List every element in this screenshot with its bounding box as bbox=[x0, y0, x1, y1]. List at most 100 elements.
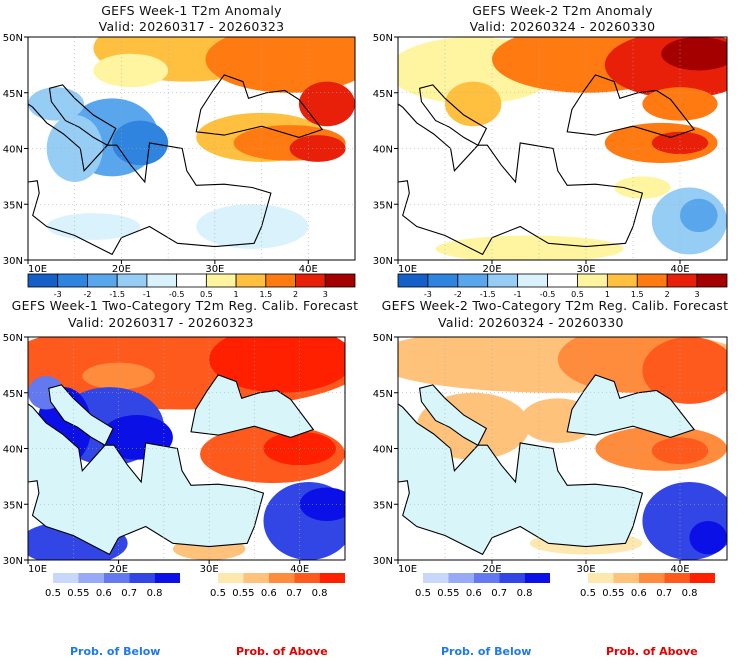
colorbar-swatch bbox=[319, 573, 345, 583]
colorbar-label: -2 bbox=[83, 290, 91, 299]
lat-tick-label: 50N bbox=[373, 333, 393, 344]
coastline bbox=[48, 84, 117, 146]
lat-tick-label: 30N bbox=[3, 556, 23, 567]
prob-below-label-2: Prob. of Below bbox=[441, 645, 532, 658]
colorbar-swatch bbox=[517, 273, 548, 288]
lon-tick-label: 10E bbox=[28, 564, 47, 575]
colorbar-swatch bbox=[116, 273, 148, 288]
lat-tick-label: 30N bbox=[373, 556, 393, 567]
lat-tick-label: 45N bbox=[3, 389, 23, 400]
colorbar-label: 0.8 bbox=[147, 588, 163, 599]
colorbar-swatch bbox=[638, 573, 665, 583]
anomaly-region bbox=[435, 235, 624, 260]
colorbar-swatch bbox=[294, 573, 320, 583]
colorbar-label: 0.6 bbox=[96, 588, 112, 599]
anomaly-region bbox=[651, 131, 709, 155]
colorbar-label: -2 bbox=[454, 290, 462, 299]
colorbar-label: 0.7 bbox=[491, 588, 507, 599]
lon-tick-label: 30E bbox=[205, 264, 224, 275]
colorbar-swatch bbox=[577, 273, 608, 288]
colorbar-label: -0.5 bbox=[169, 290, 185, 299]
colorbar-label: -1.5 bbox=[480, 290, 496, 299]
colorbar-swatch bbox=[176, 273, 207, 288]
lon-tick-label: 10E bbox=[28, 264, 47, 275]
lon-tick-label: 10E bbox=[398, 264, 417, 275]
colorbar-label: 0.55 bbox=[67, 588, 89, 599]
colorbar-label: 0.8 bbox=[312, 588, 328, 599]
anomaly-region bbox=[651, 437, 709, 465]
coastline bbox=[48, 384, 114, 446]
colorbar-label: 0.55 bbox=[437, 588, 459, 599]
colorbar-label: -1.5 bbox=[109, 290, 125, 299]
colorbar-label: 0.7 bbox=[121, 588, 137, 599]
anomaly-region bbox=[28, 87, 85, 121]
lat-tick-label: 45N bbox=[373, 89, 393, 100]
colorbar-swatch bbox=[268, 573, 295, 583]
map-panel-1: 10E 20E 30E 40E 50N 45N 40N 35N 30N bbox=[3, 33, 356, 275]
colorbar-swatch bbox=[448, 573, 474, 583]
anomaly-region bbox=[680, 198, 718, 233]
map-panel-2: 10E 20E 30E 40E 50N 45N 40N 35N 30N bbox=[373, 33, 728, 275]
anomaly-region bbox=[112, 120, 169, 166]
panel-1-title: GEFS Week-1 T2m Anomaly bbox=[101, 3, 282, 18]
colorbar-label: 0.8 bbox=[517, 588, 533, 599]
colorbar-label: 2 bbox=[665, 290, 670, 299]
anomaly-colorbar-1: -3 -2 -1.5 -1 -0.5 0.5 1 1.5 2 3 bbox=[27, 273, 356, 299]
coastline bbox=[566, 374, 696, 438]
anomaly-region bbox=[289, 135, 346, 162]
colorbar-label: 0.5 bbox=[45, 588, 61, 599]
lon-tick-label: 40E bbox=[299, 264, 318, 275]
colorbar-label: 2 bbox=[293, 290, 298, 299]
lon-tick-label: 40E bbox=[670, 264, 689, 275]
lon-tick-label: 20E bbox=[109, 564, 128, 575]
anomaly-region bbox=[445, 81, 502, 127]
temperature-field bbox=[28, 337, 345, 560]
anomaly-region bbox=[205, 37, 355, 93]
lon-tick-label: 40E bbox=[290, 564, 309, 575]
colorbar-label: 1.5 bbox=[259, 290, 272, 299]
panel-3-valid: Valid: 20260317 - 20260323 bbox=[68, 315, 254, 330]
anomaly-region bbox=[196, 204, 309, 249]
anomaly-region bbox=[642, 337, 727, 404]
coastline bbox=[418, 384, 488, 446]
lon-tick-label: 40E bbox=[670, 564, 689, 575]
anomaly-region bbox=[614, 176, 671, 199]
colorbar-swatch bbox=[524, 573, 550, 583]
colorbar-swatch bbox=[689, 573, 715, 583]
colorbar-swatch bbox=[27, 273, 59, 288]
lat-tick-label: 45N bbox=[3, 89, 23, 100]
lat-tick-label: 50N bbox=[3, 333, 23, 344]
colorbar-swatch bbox=[696, 273, 728, 288]
lat-tick-label: 40N bbox=[3, 445, 23, 456]
lon-tick-label: 30E bbox=[576, 264, 595, 275]
colorbar-swatch bbox=[265, 273, 296, 288]
coastline bbox=[195, 74, 324, 138]
coastline bbox=[566, 74, 696, 138]
colorbar-label: 3 bbox=[695, 290, 700, 299]
colorbar-swatch bbox=[57, 273, 88, 288]
panel-1-valid: Valid: 20260317 - 20260323 bbox=[98, 19, 285, 34]
anomaly-region bbox=[93, 53, 169, 88]
colorbar-swatch bbox=[613, 573, 639, 583]
colorbar-swatch bbox=[427, 273, 459, 288]
panel-2-title: GEFS Week-2 T2m Anomaly bbox=[472, 3, 653, 18]
prob-above-colorbar-1: 0.5 0.55 0.6 0.7 0.8 bbox=[210, 573, 345, 599]
colorbar-label: 0.7 bbox=[656, 588, 672, 599]
colorbar-swatch bbox=[243, 573, 269, 583]
prob-below-label: Prob. of Below bbox=[70, 645, 161, 658]
temperature-field bbox=[398, 337, 727, 560]
colorbar-swatch bbox=[487, 273, 519, 288]
colorbar-swatch bbox=[499, 573, 525, 583]
lat-tick-label: 50N bbox=[373, 33, 393, 44]
anomaly-region bbox=[263, 431, 336, 466]
anomaly-region bbox=[642, 87, 718, 121]
map-panel-4: 10E 20E 30E 40E 50N 45N 40N 35N 30N bbox=[373, 333, 728, 575]
lat-tick-label: 35N bbox=[3, 500, 23, 511]
panel-4-title: GEFS Week-2 Two-Category T2m Reg. Calib.… bbox=[381, 298, 729, 313]
colorbar-swatch bbox=[588, 573, 614, 583]
coastline bbox=[28, 403, 265, 556]
anomaly-region bbox=[299, 487, 345, 521]
colorbar-swatch bbox=[87, 273, 118, 288]
colorbar-label: 0.6 bbox=[631, 588, 647, 599]
coastline bbox=[418, 84, 488, 146]
